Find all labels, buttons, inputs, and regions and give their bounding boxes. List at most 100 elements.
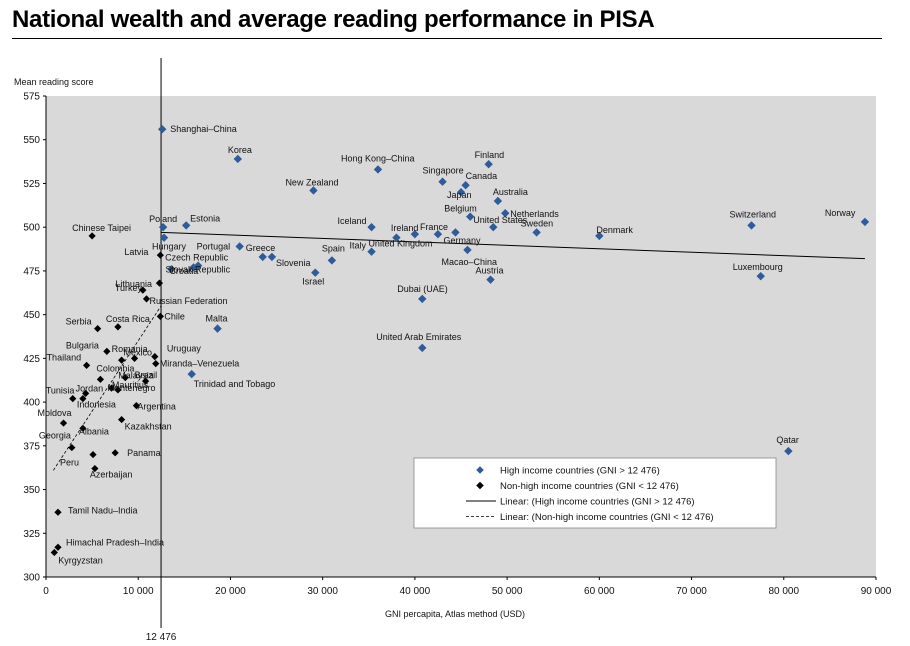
x-tick-label: 60 000 [584,586,615,597]
label-australia: Australia [493,187,528,197]
y-tick-label: 475 [23,266,40,277]
label-romania: Romania [112,344,148,354]
label-sweden: Sweden [521,218,554,228]
label-jordan: Jordan [76,383,104,393]
label-luxembourg: Luxembourg [733,262,783,272]
label-japan: Japan [447,190,472,200]
x-tick-label: 70 000 [676,586,707,597]
label-czech-republic: Czech Republic [165,253,229,263]
point-romania [118,356,126,364]
point-latvia [156,251,164,259]
y-tick-label: 450 [23,310,40,321]
point-georgia [68,443,76,452]
trendline-non-high-income [53,305,162,471]
point-france [433,229,443,239]
point-shanghai-china [158,125,167,134]
label-malta: Malta [206,314,228,324]
label-shanghai-china: Shanghai–China [170,124,237,134]
label-brazil: Brazil [135,370,158,380]
label-israel: Israel [302,277,324,287]
x-axis-label: GNI percapita, Atlas method (USD) [385,609,525,619]
point-iceland [367,222,376,232]
point-denmark [595,231,604,241]
label-chile: Chile [164,311,185,321]
label-slovak-republic: Slovak Republic [166,264,231,274]
legend-entry: Non-high income countries (GNI < 12 476) [500,481,679,492]
point-chile [156,312,164,320]
x-tick-label: 0 [43,586,49,597]
label-turkey: Turkey [115,283,143,293]
label-trinidad-and-tobago: Trinidad and Tobago [194,379,276,389]
label-panama: Panama [127,448,161,458]
legend-entry: Linear: (High income countries (GNI > 12… [500,497,695,508]
point-bulgaria [103,347,111,355]
point-moldova [59,419,68,427]
y-tick-label: 375 [23,441,40,452]
point-slovenia [267,252,277,262]
point-netherlands [501,208,510,218]
label-iceland: Iceland [338,216,367,226]
point-estonia [181,221,191,230]
point-brazil [142,377,150,385]
label-estonia: Estonia [190,213,220,223]
label-norway: Norway [825,208,856,218]
label-macao-china: Macao–China [441,257,497,267]
label-new-zealand: New Zealand [285,177,338,187]
legend: High income countries (GNI > 12 476) Non-… [413,457,777,529]
x-tick-label: 40 000 [400,586,431,597]
label-peru: Peru [60,458,79,468]
point-norway [860,217,870,227]
label-denmark: Denmark [596,225,633,235]
point-sweden [532,228,541,237]
label-korea: Korea [228,145,252,155]
y-tick-label: 350 [23,485,40,496]
label-mexico: Mexico [124,347,153,357]
point-trinidad-and-tobago [187,369,196,379]
y-tick-label: 575 [23,92,40,103]
x-tick-label: 90 000 [861,586,892,597]
trendlines [53,231,865,471]
point-mexico [130,354,139,362]
label-kyrgyzstan: Kyrgyzstan [58,556,103,566]
point-tunisia [69,394,77,403]
threshold-label: 12 476 [146,632,177,643]
label-russian-federation: Russian Federation [150,296,228,306]
label-thailand: Thailand [47,352,82,362]
point-panama [111,449,119,457]
point-qatar [784,446,793,456]
point-serbia [94,325,102,333]
y-axis-label: Mean reading score [14,77,94,87]
legend-entry: High income countries (GNI > 12 476) [500,466,660,477]
point-mauritius [114,386,122,394]
point-poland [158,222,168,232]
point-portugal [235,242,244,251]
label-netherlands: Netherlands [510,209,559,219]
label-switzerland: Switzerland [730,209,777,219]
label-canada: Canada [466,171,498,181]
label-belgium: Belgium [444,204,477,214]
legend-marker [476,481,484,490]
label-indonesia: Indonesia [77,400,116,410]
x-tick-label: 80 000 [768,586,799,597]
y-tick-label: 550 [23,135,40,146]
point-slovak-republic [189,263,198,272]
point-tamil-nadu-india [54,508,62,516]
axes: 300 325 350 375 400 425 450 475 500 525 550 575 0 10 … [23,58,892,628]
point-hungary [159,233,169,242]
point-united-kingdom [392,233,401,242]
point-new-zealand [309,186,318,195]
point-kyrgyzstan [50,548,58,557]
label-himachal-pradesh-india: Himachal Pradesh–India [66,537,164,547]
label-montenegro: Montenegro [107,383,155,393]
point-malaysia [121,374,129,382]
point-macao-china [463,245,472,255]
label-france: France [420,222,448,232]
x-tick-label: 10 000 [123,586,154,597]
label-uruguay: Uruguay [167,344,202,354]
point-turkey [139,286,147,294]
label-hong-kong-china: Hong Kong–China [341,153,415,163]
label-qatar: Qatar [776,435,799,445]
point-switzerland [747,221,756,230]
label-serbia: Serbia [66,317,92,327]
point-costa-rica [114,323,122,331]
